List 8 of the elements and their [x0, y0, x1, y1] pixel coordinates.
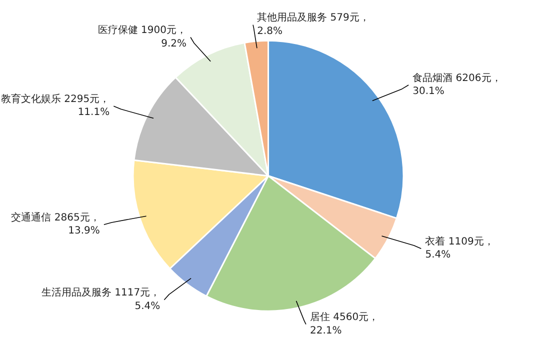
- slice-label: 衣着 1109元， 5.4%: [425, 236, 494, 261]
- slice-label: 交通通信 2865元， 13.9%: [11, 211, 100, 237]
- slice-label: 其他用品及服务 579元， 2.8%: [257, 12, 370, 37]
- slice-label: 生活用品及服务 1117元， 5.4%: [42, 286, 160, 312]
- slice-label: 教育文化娱乐 2295元， 11.1%: [0, 93, 110, 118]
- slice-label: 居住 4560元， 22.1%: [310, 312, 379, 336]
- slice-label: 食品烟酒 6206元， 30.1%: [412, 72, 502, 98]
- slice-label: 医疗保健 1900元， 9.2%: [98, 24, 186, 50]
